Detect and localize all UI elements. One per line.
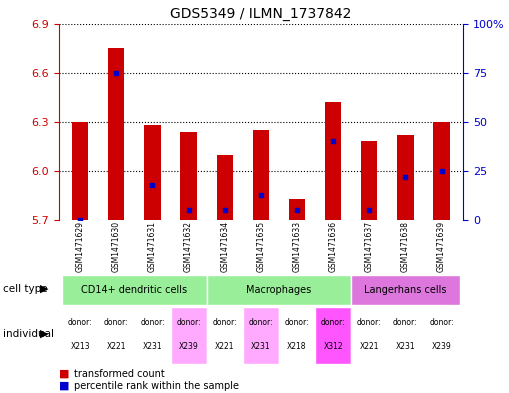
Bar (289, 199, 305, 220)
Text: GSM1471633: GSM1471633 (293, 221, 301, 272)
Text: GSM1471631: GSM1471631 (148, 221, 157, 272)
Text: ■: ■ (59, 381, 69, 391)
Bar (397, 135, 413, 220)
Bar (351, 275, 460, 305)
Text: GSM1471639: GSM1471639 (437, 221, 446, 272)
Text: donor:: donor: (212, 318, 237, 327)
Bar (315, 307, 351, 364)
Text: X213: X213 (70, 342, 90, 351)
Bar (62, 275, 207, 305)
Bar (72, 122, 89, 220)
Text: GSM1471634: GSM1471634 (220, 221, 229, 272)
Bar (325, 102, 341, 220)
Text: ■: ■ (59, 369, 69, 379)
Text: donor:: donor: (321, 318, 346, 327)
Text: X231: X231 (143, 342, 162, 351)
Text: X231: X231 (251, 342, 271, 351)
Bar (253, 130, 269, 220)
Text: X221: X221 (359, 342, 379, 351)
Text: GSM1471635: GSM1471635 (257, 221, 265, 272)
Bar (108, 48, 125, 220)
Text: X221: X221 (215, 342, 235, 351)
Text: X221: X221 (106, 342, 126, 351)
Text: transformed count: transformed count (74, 369, 164, 379)
Bar (134, 307, 171, 364)
Text: donor:: donor: (176, 318, 201, 327)
Bar (387, 307, 423, 364)
Text: GSM1471632: GSM1471632 (184, 221, 193, 272)
Bar (433, 122, 449, 220)
Text: X312: X312 (323, 342, 343, 351)
Text: donor:: donor: (68, 318, 93, 327)
Bar (181, 132, 197, 220)
Text: Langerhans cells: Langerhans cells (364, 285, 446, 295)
Text: X231: X231 (395, 342, 415, 351)
Text: Macrophages: Macrophages (246, 285, 312, 295)
Text: donor:: donor: (248, 318, 273, 327)
Bar (171, 307, 207, 364)
Text: X239: X239 (432, 342, 451, 351)
Text: donor:: donor: (393, 318, 418, 327)
Bar (351, 307, 387, 364)
Text: donor:: donor: (429, 318, 454, 327)
Text: GSM1471636: GSM1471636 (329, 221, 337, 272)
Text: individual: individual (3, 329, 53, 339)
Text: cell type: cell type (3, 284, 47, 294)
Text: percentile rank within the sample: percentile rank within the sample (74, 381, 239, 391)
Text: X239: X239 (179, 342, 199, 351)
Text: GSM1471629: GSM1471629 (76, 221, 84, 272)
Text: GSM1471637: GSM1471637 (365, 221, 374, 272)
Bar (423, 307, 460, 364)
Bar (207, 275, 351, 305)
Text: donor:: donor: (140, 318, 165, 327)
Bar (145, 125, 161, 220)
Text: GSM1471638: GSM1471638 (401, 221, 410, 272)
Text: ▶: ▶ (40, 329, 48, 339)
Bar (217, 154, 233, 220)
Text: donor:: donor: (357, 318, 382, 327)
Text: ▶: ▶ (40, 284, 48, 294)
Bar (279, 307, 315, 364)
Bar (361, 141, 377, 220)
Text: CD14+ dendritic cells: CD14+ dendritic cells (81, 285, 187, 295)
Text: X218: X218 (287, 342, 307, 351)
Bar (98, 307, 134, 364)
Bar (207, 307, 243, 364)
Title: GDS5349 / ILMN_1737842: GDS5349 / ILMN_1737842 (170, 7, 352, 21)
Bar (62, 307, 98, 364)
Text: donor:: donor: (104, 318, 129, 327)
Text: donor:: donor: (285, 318, 309, 327)
Bar (243, 307, 279, 364)
Text: GSM1471630: GSM1471630 (112, 221, 121, 272)
